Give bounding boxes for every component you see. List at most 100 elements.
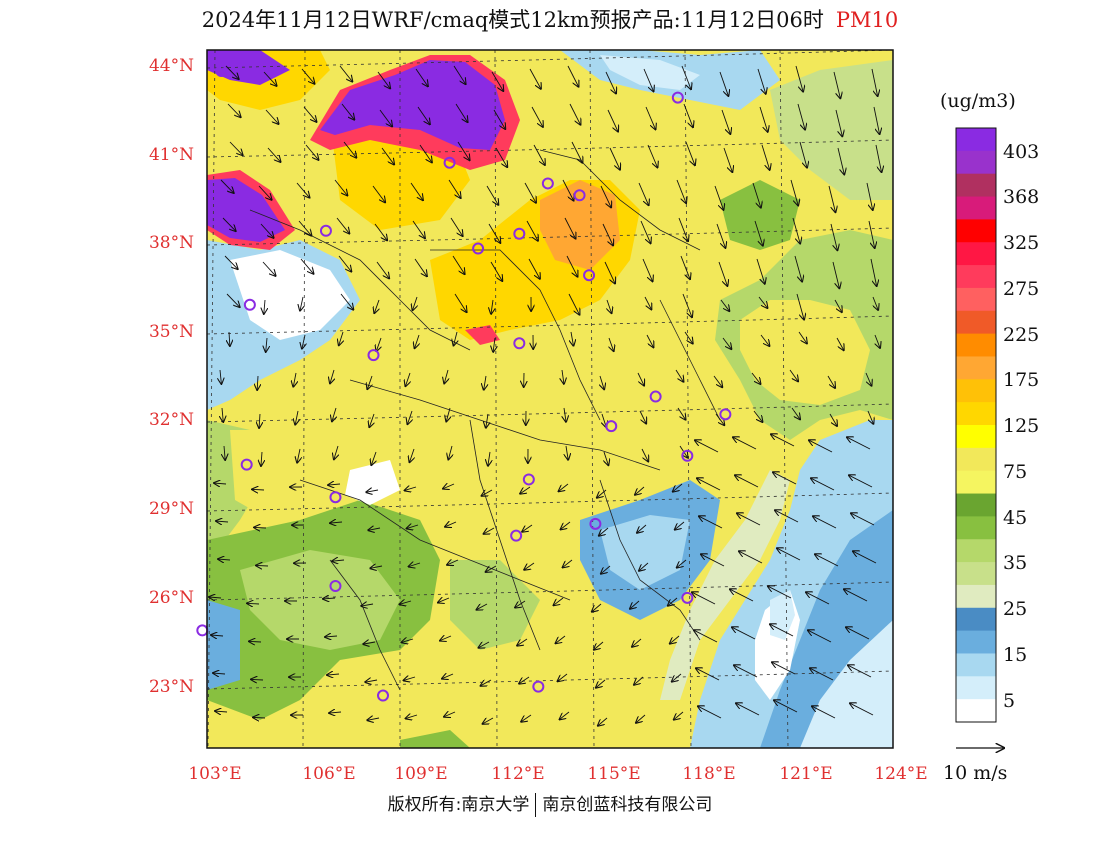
- wind-vector: [379, 109, 392, 127]
- station-marker: [243, 298, 256, 311]
- colorbar-swatch: [956, 150, 996, 175]
- wind-vector: [414, 258, 427, 276]
- wind-vector: [211, 635, 224, 636]
- wind-vector: [533, 144, 545, 165]
- wind-vector: [643, 68, 654, 91]
- wind-vector: [340, 293, 353, 310]
- wind-vector: [257, 375, 258, 390]
- colorbar: [956, 128, 996, 723]
- wind-vector: [258, 185, 272, 200]
- wind-vector: [695, 440, 719, 453]
- wind-vector: [735, 475, 759, 488]
- wind-vector: [556, 635, 566, 643]
- wind-vector: [256, 565, 269, 566]
- wind-vector: [571, 331, 573, 346]
- wind-vector: [448, 445, 452, 460]
- wind-vector: [639, 562, 649, 571]
- wind-vector: [806, 592, 830, 605]
- map-title: 2024年11月12日WRF/cmaq模式12km预报产品:11月12日06时 P…: [0, 4, 1100, 38]
- wind-vector: [252, 489, 265, 490]
- wind-vector: [828, 185, 835, 212]
- colorbar-unit: (ug/m3): [940, 90, 1016, 112]
- wind-vector: [371, 451, 376, 465]
- station-marker: [541, 177, 554, 190]
- wind-vector: [478, 642, 490, 648]
- wind-vector: [733, 437, 757, 450]
- wind-vector: [640, 220, 651, 243]
- wind-vector: [374, 223, 387, 240]
- wind-vector: [737, 513, 761, 526]
- wind-vector: [226, 293, 240, 307]
- wind-vector: [453, 65, 466, 84]
- wind-vector: [760, 334, 770, 346]
- wind-vector: [759, 106, 768, 132]
- wind-vector: [520, 486, 531, 494]
- wind-vector: [298, 220, 312, 236]
- wind-vector: [297, 448, 300, 463]
- station-marker: [532, 680, 545, 693]
- colorbar-swatch: [956, 287, 996, 312]
- colorbar-label: 403: [1003, 141, 1040, 163]
- colorbar-swatch: [956, 128, 996, 152]
- wind-vector: [376, 261, 389, 278]
- wind-vector: [715, 413, 724, 425]
- wind-vector: [596, 679, 606, 688]
- wind-vector: [600, 185, 611, 207]
- wind-vector: [415, 334, 419, 348]
- wind-vector: [680, 255, 690, 279]
- wind-vector: [452, 255, 465, 274]
- lon-label: 118°E: [682, 764, 736, 784]
- lat-label: 35°N: [148, 322, 194, 342]
- wind-vector: [222, 407, 223, 422]
- wind-vector: [634, 676, 644, 685]
- variable-name: PM10: [835, 8, 899, 32]
- wind-vector: [267, 147, 281, 162]
- wind-vector: [338, 255, 351, 272]
- footer-separator: [535, 793, 537, 817]
- wind-vector: [526, 220, 538, 241]
- map-frame: [206, 49, 894, 749]
- wind-vector: [293, 372, 296, 387]
- station-marker: [240, 458, 253, 471]
- wind-vector: [641, 448, 648, 462]
- wind-vector: [670, 635, 680, 644]
- wind-vector: [568, 293, 580, 315]
- colorbar-label: 25: [1003, 598, 1028, 620]
- wind-vector: [486, 565, 497, 572]
- wind-vector: [632, 638, 642, 647]
- station-marker: [510, 529, 523, 542]
- wind-vector: [341, 103, 354, 120]
- wind-vector: [811, 478, 835, 491]
- wind-vector: [672, 673, 682, 682]
- wind-vector: [592, 603, 602, 612]
- wind-vector: [263, 71, 277, 86]
- wind-vector: [810, 668, 834, 681]
- wind-vector: [601, 565, 611, 574]
- station-marker: [719, 408, 732, 421]
- wind-vector: [637, 372, 644, 386]
- wind-vector: [448, 179, 461, 198]
- wind-vector: [768, 586, 792, 599]
- wind-vector: [795, 65, 803, 92]
- wind-vector: [674, 711, 684, 720]
- colorbar-swatch: [956, 447, 996, 472]
- wind-vector: [215, 711, 228, 712]
- wind-vector: [406, 715, 418, 719]
- lon-label: 115°E: [587, 764, 641, 784]
- station-marker: [583, 269, 596, 282]
- wind-vector: [264, 299, 265, 314]
- wind-vector: [409, 448, 414, 462]
- wind-vector: [325, 636, 338, 637]
- wind-vector: [871, 68, 878, 96]
- wind-vector: [332, 560, 345, 561]
- colorbar-swatch: [956, 196, 996, 220]
- colorbar-label: 35: [1003, 552, 1028, 574]
- wind-vector: [605, 71, 616, 94]
- wind-vector: [524, 182, 536, 203]
- wind-vector: [594, 641, 604, 650]
- wind-vector: [446, 407, 450, 422]
- copyright-footer: 版权所有:南京大学 南京创蓝科技有限公司: [0, 790, 1100, 817]
- station-marker: [319, 224, 332, 237]
- wind-vector: [753, 410, 763, 422]
- wind-vector: [377, 71, 390, 88]
